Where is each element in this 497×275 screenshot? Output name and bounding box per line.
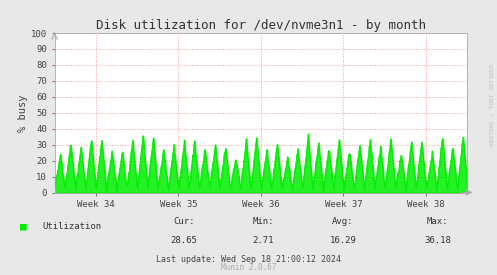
Text: RRDTOOL / TOBI OETIKER: RRDTOOL / TOBI OETIKER <box>490 63 495 146</box>
Text: 2.71: 2.71 <box>252 236 274 245</box>
Text: ■: ■ <box>20 222 27 232</box>
Text: Avg:: Avg: <box>332 217 354 226</box>
Text: Utilization: Utilization <box>42 222 101 231</box>
Text: Max:: Max: <box>426 217 448 226</box>
Y-axis label: % busy: % busy <box>18 94 28 131</box>
Text: 36.18: 36.18 <box>424 236 451 245</box>
Text: Last update: Wed Sep 18 21:00:12 2024: Last update: Wed Sep 18 21:00:12 2024 <box>156 255 341 264</box>
Text: 16.29: 16.29 <box>330 236 356 245</box>
Text: Cur:: Cur: <box>173 217 195 226</box>
Text: 28.65: 28.65 <box>170 236 197 245</box>
Title: Disk utilization for /dev/nvme3n1 - by month: Disk utilization for /dev/nvme3n1 - by m… <box>96 19 426 32</box>
Text: Min:: Min: <box>252 217 274 226</box>
Text: Munin 2.0.67: Munin 2.0.67 <box>221 263 276 272</box>
